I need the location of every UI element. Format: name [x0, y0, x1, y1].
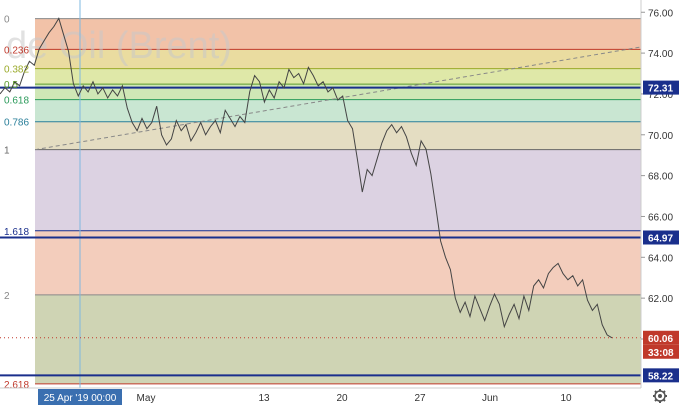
- time-axis[interactable]: 25 Apr '19 00:00 May 13 20 27 Jun 10: [38, 389, 572, 405]
- price-tick-label: 68.00: [648, 172, 673, 183]
- fib-zone-7: [35, 230, 641, 295]
- time-cursor-tag: [38, 389, 122, 405]
- fib-label-0.236: 0.236: [4, 45, 29, 56]
- fib-zone-8: [35, 294, 641, 384]
- countdown-tag: [643, 344, 679, 359]
- fib-label-0.618: 0.618: [4, 96, 29, 107]
- fib-label-0.786: 0.786: [4, 118, 29, 129]
- time-tick-label: 27: [414, 393, 426, 404]
- fibonacci-level-lines: [35, 18, 641, 385]
- fib-zone-0: [35, 18, 641, 50]
- fib-zone-3: [35, 84, 641, 100]
- price-tick-label: 76.00: [648, 8, 673, 19]
- fib-label-2.618: 2.618: [4, 380, 29, 391]
- fib-label-1: 1: [4, 146, 10, 157]
- fib-label-1.618: 1.618: [4, 227, 29, 238]
- fibonacci-zones: [35, 18, 641, 384]
- fib-label-2: 2: [4, 291, 10, 302]
- fib-zone-6: [35, 149, 641, 231]
- fib-zone-4: [35, 99, 641, 122]
- fib-zone-2: [35, 68, 641, 85]
- price-tag: [643, 80, 679, 95]
- price-tag: [643, 330, 679, 345]
- price-tick-label: 72.00: [648, 90, 673, 101]
- fibonacci-ratio-labels: 0 0.236 0.382 0.5 0.618 0.786 1 1.618 2 2.618: [4, 15, 29, 391]
- price-tick-label: 70.00: [648, 131, 673, 142]
- price-tag-label: 60.06: [648, 334, 673, 345]
- time-tick-label: 13: [258, 393, 270, 404]
- countdown-label: 33:08: [648, 348, 674, 359]
- time-cursor-label: 25 Apr '19 00:00: [44, 393, 117, 404]
- fib-zone-5: [35, 121, 641, 150]
- price-tags: 72.31 64.97 60.06 58.22 33:08: [643, 80, 679, 383]
- price-series-line: [0, 17, 613, 339]
- horizontal-price-lines[interactable]: [0, 86, 641, 377]
- price-tag-label: 58.22: [648, 371, 673, 382]
- price-tick-label: 62.00: [648, 294, 673, 305]
- time-tick-label: 20: [336, 393, 348, 404]
- price-tick-label: 66.00: [648, 212, 673, 223]
- time-axis-background: [0, 388, 641, 406]
- trendline[interactable]: [34, 46, 642, 151]
- fib-label-0.382: 0.382: [4, 65, 29, 76]
- symbol-watermark: de Oil (Brent): [6, 25, 232, 67]
- fib-zone-1: [35, 49, 641, 69]
- time-tick-label: Jun: [482, 393, 498, 404]
- time-tick-label: May: [137, 393, 156, 404]
- price-tag: [643, 230, 679, 245]
- price-tag-label: 64.97: [648, 233, 673, 244]
- time-tick-label: 10: [560, 393, 572, 404]
- fib-label-0.5: 0.5: [4, 80, 18, 91]
- price-tick-label: 74.00: [648, 49, 673, 60]
- fib-label-0: 0: [4, 15, 10, 26]
- settings-gear-icon[interactable]: [653, 389, 667, 403]
- price-tag: [643, 368, 679, 383]
- price-tag-label: 72.31: [648, 84, 673, 95]
- price-tick-label: 64.00: [648, 253, 673, 264]
